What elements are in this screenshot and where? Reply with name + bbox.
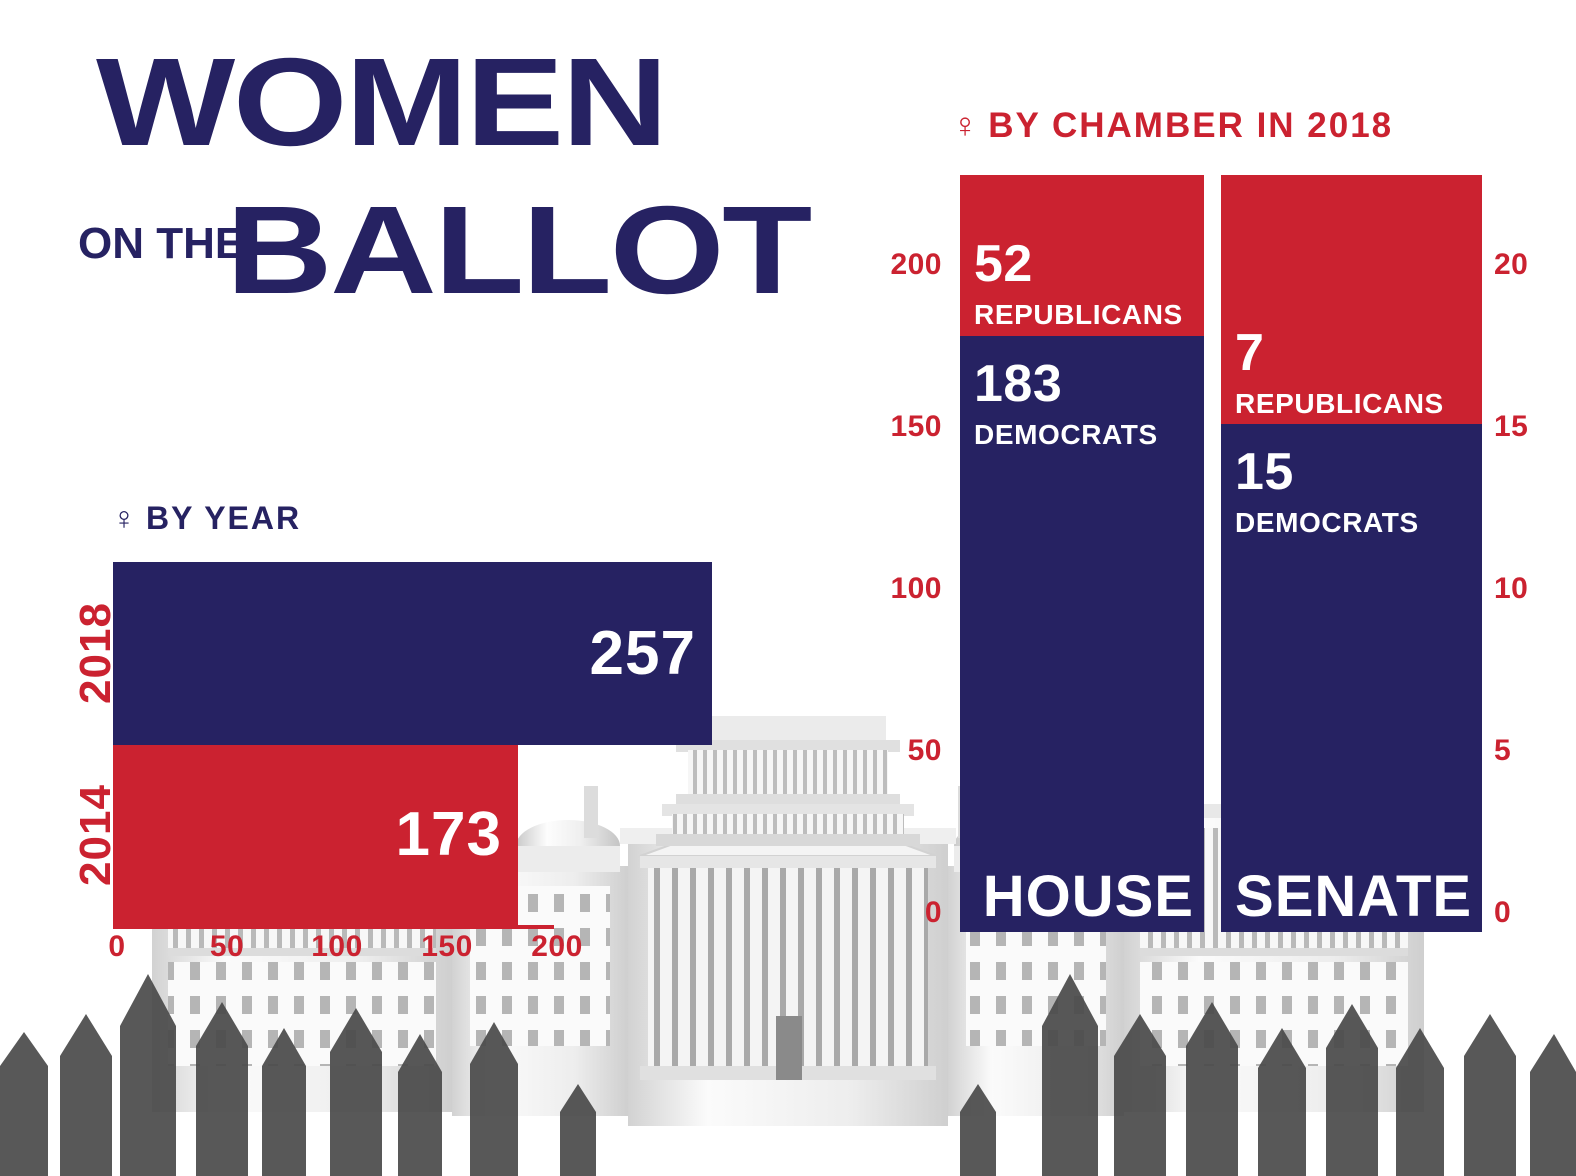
house-ytick-50: 50 [907, 734, 942, 767]
title-line-ballot: BALLOT [226, 181, 812, 320]
year-xtick-150: 150 [421, 930, 473, 963]
senate-segment-democrats[interactable]: 15 DEMOCRATS [1221, 424, 1482, 932]
senate-ytick-15: 15 [1494, 410, 1529, 443]
senate-democrats-count: 15 [1235, 443, 1294, 501]
venus-icon: ♀ [952, 106, 981, 145]
house-segment-republicans[interactable]: 52 REPUBLICANS [960, 175, 1204, 336]
year-xtick-200: 200 [531, 930, 583, 963]
year-bar-2018[interactable]: 257 [113, 562, 712, 745]
chamber-label-senate: SENATE [1235, 864, 1472, 929]
house-ytick-200: 200 [890, 248, 942, 281]
house-ytick-150: 150 [890, 410, 942, 443]
year-bar-2014-value: 173 [395, 800, 502, 869]
by-chamber-heading: ♀ BY CHAMBER IN 2018 [952, 106, 1393, 146]
year-bar-2014[interactable]: 173 [113, 745, 518, 925]
senate-democrats-label: DEMOCRATS [1235, 507, 1419, 538]
senate-segment-republicans[interactable]: 7 REPUBLICANS [1221, 175, 1482, 424]
senate-republicans-count: 7 [1235, 324, 1265, 382]
house-republicans-label: REPUBLICANS [974, 299, 1183, 330]
house-democrats-label: DEMOCRATS [974, 419, 1158, 450]
house-republicans-count: 52 [974, 235, 1033, 293]
title-line-women: WOMEN [96, 33, 668, 172]
by-chamber-chart: ♀ BY CHAMBER IN 2018 52 REPUBLICANS 183 … [890, 106, 1529, 932]
year-axis-line [113, 925, 554, 929]
year-xtick-100: 100 [311, 930, 363, 963]
house-ytick-0: 0 [924, 896, 942, 929]
senate-ytick-5: 5 [1494, 734, 1512, 767]
chamber-bar-house[interactable]: 52 REPUBLICANS 183 DEMOCRATS HOUSE [960, 175, 1204, 932]
senate-republicans-label: REPUBLICANS [1235, 388, 1444, 419]
title-line-onthe: ON THE [78, 219, 245, 268]
senate-ytick-20: 20 [1494, 248, 1529, 281]
year-bar-2018-value: 257 [589, 618, 696, 688]
chamber-bar-senate[interactable]: 7 REPUBLICANS 15 DEMOCRATS SENATE [1221, 175, 1482, 932]
by-year-heading: ♀ BY YEAR [112, 500, 301, 537]
venus-icon: ♀ [112, 500, 138, 536]
by-year-heading-label: BY YEAR [146, 500, 302, 536]
house-ytick-100: 100 [890, 572, 942, 605]
page-title: WOMEN ON THE BALLOT [78, 33, 812, 334]
senate-ytick-10: 10 [1494, 572, 1529, 605]
by-year-chart: ♀ BY YEAR 257 2018 173 2014 0 50 100 150… [0, 0, 780, 1000]
house-democrats-count: 183 [974, 355, 1063, 413]
senate-ytick-0: 0 [1494, 896, 1512, 929]
by-chamber-heading-label: BY CHAMBER IN 2018 [988, 106, 1394, 145]
year-xtick-0: 0 [108, 930, 126, 963]
chamber-label-house: HOUSE [982, 864, 1194, 929]
house-segment-democrats[interactable]: 183 DEMOCRATS [960, 336, 1204, 932]
year-xtick-50: 50 [209, 930, 245, 963]
